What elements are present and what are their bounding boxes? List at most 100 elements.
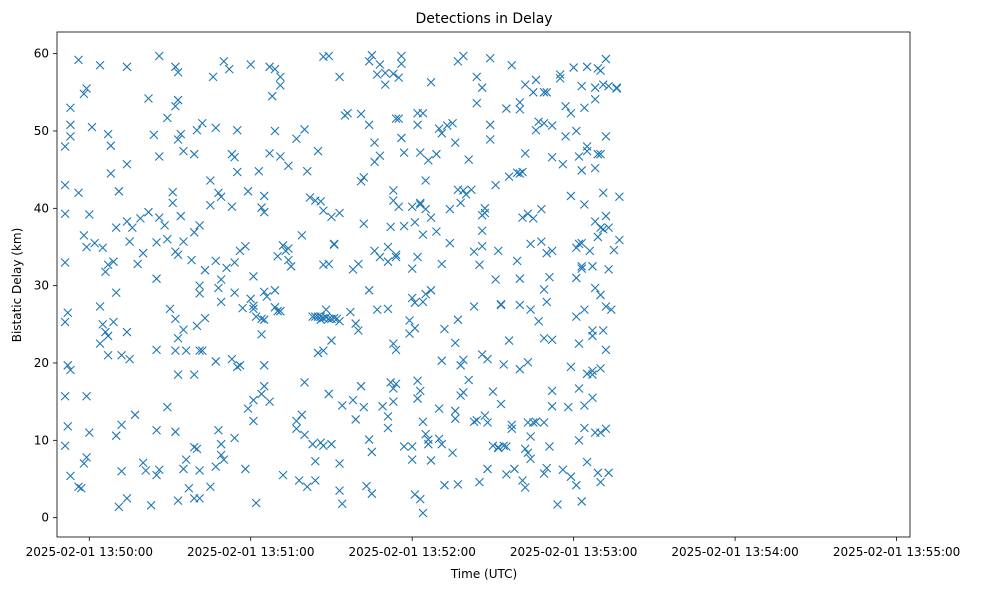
data-point (101, 267, 110, 277)
data-point (464, 155, 474, 164)
data-point (168, 187, 178, 197)
data-point (453, 480, 463, 489)
data-point (195, 289, 205, 298)
data-point (596, 364, 605, 373)
data-point (577, 238, 587, 248)
data-point (95, 60, 105, 70)
data-point (144, 207, 153, 217)
y-tick-label: 50 (34, 124, 49, 138)
data-point (216, 439, 226, 449)
data-point (426, 456, 436, 465)
data-point (410, 298, 420, 308)
data-point (601, 54, 611, 64)
data-point (292, 416, 301, 426)
data-point (501, 104, 511, 113)
data-point (558, 159, 568, 169)
data-point (380, 80, 390, 89)
data-point (496, 300, 506, 310)
data-point (588, 393, 597, 403)
data-point (324, 259, 334, 269)
data-point (542, 87, 552, 97)
data-point (528, 418, 538, 427)
data-point (275, 152, 285, 161)
data-point (598, 224, 608, 234)
data-point (604, 468, 614, 478)
data-point (475, 477, 484, 487)
data-point (63, 422, 73, 431)
data-point (590, 83, 600, 93)
data-point (582, 457, 592, 467)
data-point (580, 200, 589, 209)
data-point (154, 51, 164, 61)
data-point (79, 89, 89, 99)
data-point (472, 72, 482, 82)
data-point (60, 180, 70, 190)
data-point (275, 306, 285, 316)
data-point (504, 336, 514, 345)
data-point (189, 370, 199, 379)
data-point (545, 272, 554, 282)
data-point (388, 69, 398, 79)
data-point (195, 493, 205, 503)
data-point (378, 401, 387, 411)
data-point (216, 450, 226, 460)
data-point (103, 129, 113, 139)
data-point (539, 87, 549, 97)
data-point (418, 508, 428, 518)
data-point (327, 336, 336, 345)
data-point (192, 321, 202, 331)
data-point (195, 346, 205, 356)
data-point (397, 51, 406, 61)
data-point (232, 125, 242, 135)
data-point (165, 304, 175, 314)
data-point (265, 62, 274, 72)
data-point (456, 360, 466, 370)
data-point (125, 237, 135, 246)
data-point (181, 455, 191, 465)
data-point (418, 108, 428, 118)
data-point (305, 193, 315, 202)
data-point (353, 259, 363, 269)
data-point (394, 73, 404, 83)
data-point (577, 261, 587, 271)
data-point (507, 420, 517, 430)
data-point (60, 258, 70, 267)
data-point (434, 124, 444, 134)
data-point (407, 455, 417, 465)
data-point (208, 72, 218, 82)
data-point (606, 305, 616, 315)
data-point (364, 435, 374, 444)
data-point (136, 213, 145, 223)
data-point (442, 121, 452, 130)
data-point (353, 326, 363, 335)
data-point (246, 60, 256, 69)
x-tick-label: 2025-02-01 13:54:00 (671, 545, 798, 559)
data-point (327, 439, 336, 449)
data-point (574, 384, 584, 393)
data-point (257, 329, 266, 339)
data-point (515, 97, 525, 107)
data-point (507, 424, 517, 434)
data-point (76, 483, 86, 493)
data-point (536, 204, 546, 214)
data-point (485, 135, 495, 144)
data-point (496, 399, 506, 409)
data-point (432, 149, 441, 159)
data-point (539, 333, 549, 343)
data-point (485, 53, 495, 63)
data-point (515, 104, 525, 114)
data-point (604, 265, 614, 274)
data-point (547, 335, 557, 345)
data-point (297, 231, 307, 240)
data-point (515, 364, 525, 374)
data-point (418, 297, 428, 307)
data-point (319, 346, 328, 356)
data-point (227, 354, 237, 364)
data-point (542, 297, 552, 307)
data-point (582, 146, 592, 156)
data-point (415, 386, 425, 396)
data-point (614, 235, 624, 245)
data-point (501, 442, 511, 451)
data-point (507, 60, 517, 70)
